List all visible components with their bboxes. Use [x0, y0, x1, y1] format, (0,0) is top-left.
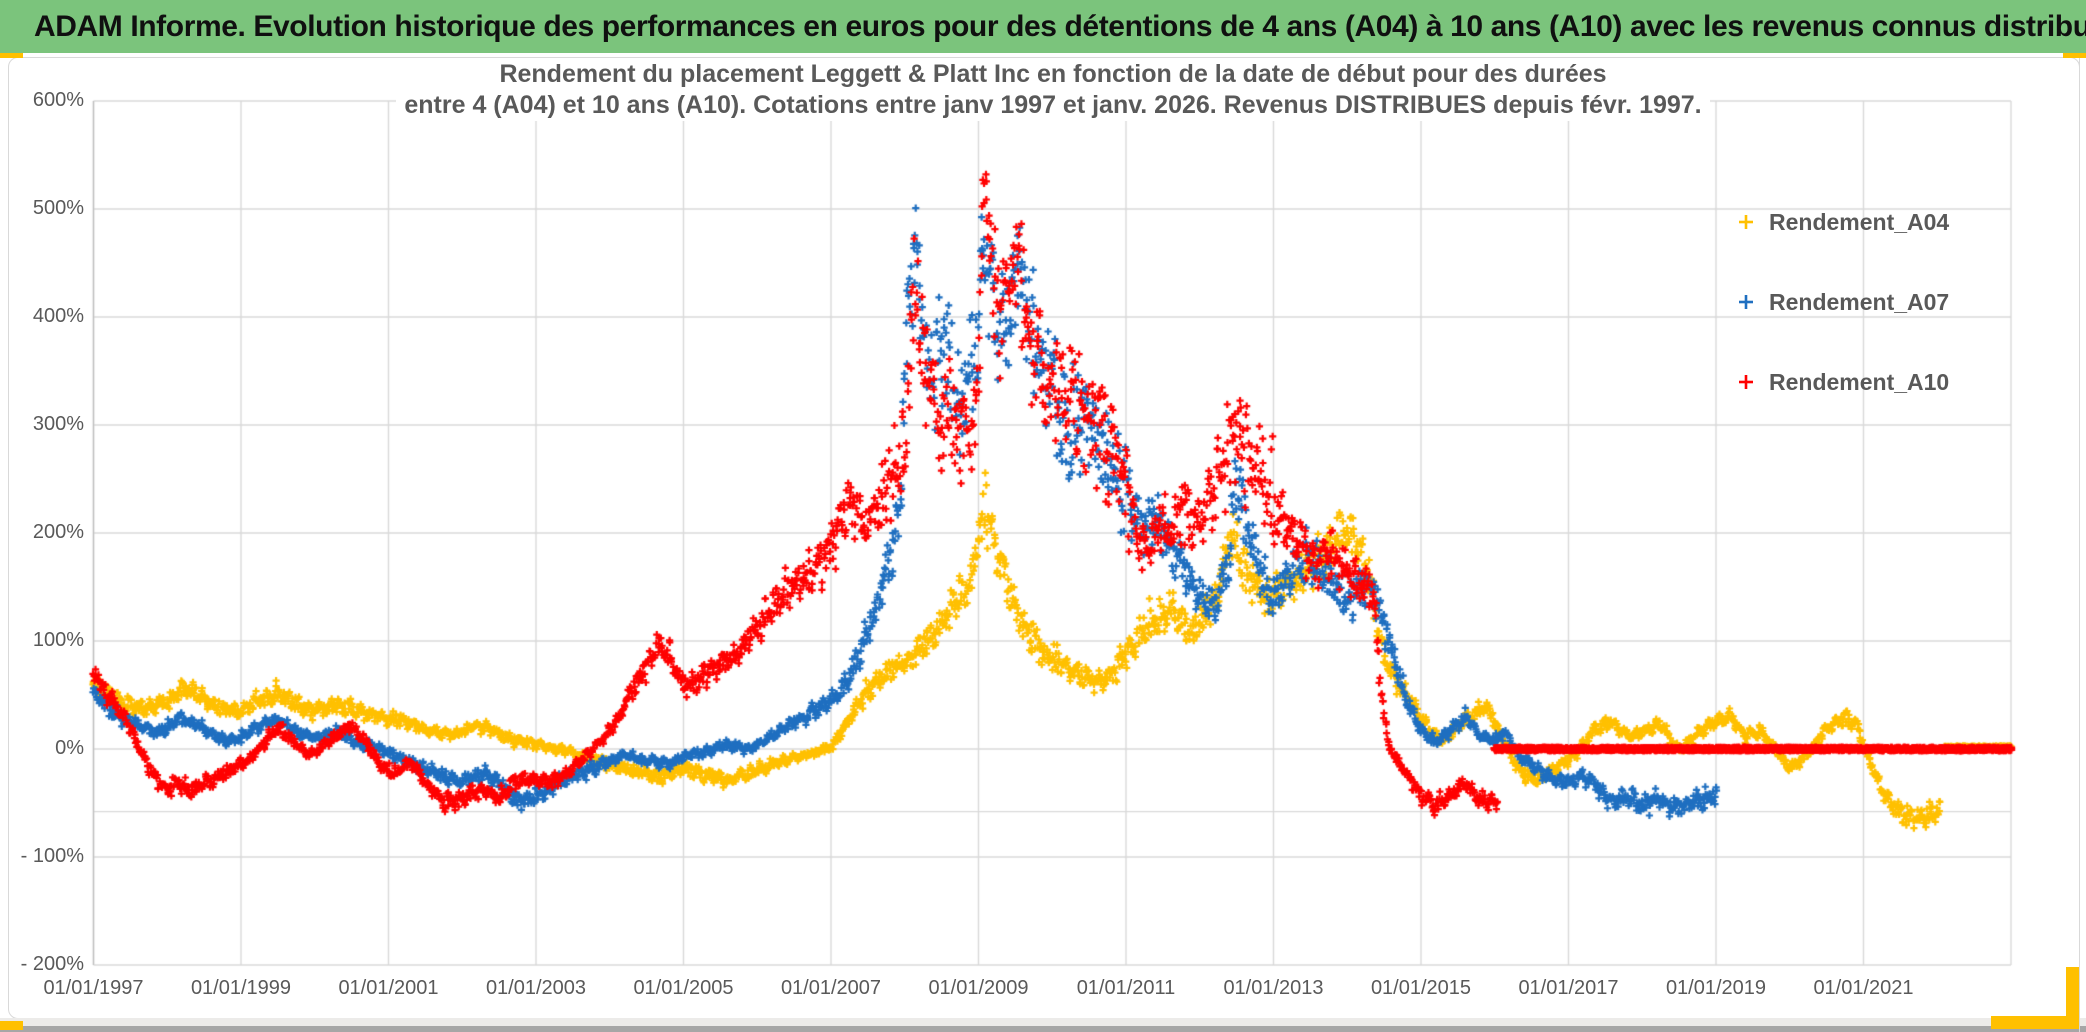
x-tick-label: 01/01/2015 — [1370, 977, 1472, 999]
banner-title: ADAM Informe. Evolution historique des p… — [34, 9, 2086, 43]
chart-title-line2: entre 4 (A04) et 10 ans (A10). Cotations… — [396, 90, 1710, 121]
y-tick-label: 0% — [55, 737, 84, 759]
legend-label: Rendement_A07 — [1769, 288, 1950, 315]
y-tick-label: - 200% — [20, 953, 84, 975]
x-tick-label: 01/01/1999 — [190, 977, 292, 999]
top-banner: ADAM Informe. Evolution historique des p… — [0, 0, 2086, 53]
y-tick-label: 100% — [32, 629, 84, 651]
x-tick-label: 01/01/2005 — [633, 977, 734, 999]
chart-title: Rendement du placement Leggett & Platt I… — [94, 59, 2012, 121]
y-tick-label: 200% — [32, 521, 84, 543]
x-tick-label: 01/01/2017 — [1518, 977, 1619, 999]
legend-label: Rendement_A04 — [1769, 208, 1950, 235]
x-tick-label: 01/01/2003 — [485, 977, 587, 999]
legend-item-rendement-a10[interactable]: Rendement_A10 — [1737, 365, 1949, 399]
x-tick-label: 01/01/1997 — [43, 977, 144, 999]
y-tick-label: 400% — [32, 305, 84, 327]
y-tick-label: 600% — [32, 89, 84, 111]
y-tick-label: 300% — [32, 413, 84, 435]
plus-marker-icon — [1739, 215, 1753, 229]
legend-label: Rendement_A10 — [1769, 368, 1950, 395]
x-tick-label: 01/01/2013 — [1223, 977, 1324, 999]
x-tick-label: 01/01/2009 — [928, 977, 1029, 999]
legend-item-rendement-a04[interactable]: Rendement_A04 — [1737, 205, 1949, 239]
chart-title-line1: Rendement du placement Leggett & Platt I… — [491, 59, 1615, 90]
y-tick-label: 500% — [32, 197, 84, 219]
x-tick-label: 01/01/2019 — [1665, 977, 1767, 999]
x-tick-label: 01/01/2021 — [1813, 977, 1914, 999]
y-tick-label: - 100% — [20, 845, 84, 867]
x-tick-label: 01/01/2007 — [780, 977, 882, 999]
plus-marker-icon — [1739, 375, 1753, 389]
x-tick-label: 01/01/2001 — [338, 977, 439, 999]
x-tick-label: 01/01/2011 — [1076, 977, 1176, 999]
plus-marker-icon — [1739, 295, 1753, 309]
legend-item-rendement-a07[interactable]: Rendement_A07 — [1737, 285, 1949, 319]
